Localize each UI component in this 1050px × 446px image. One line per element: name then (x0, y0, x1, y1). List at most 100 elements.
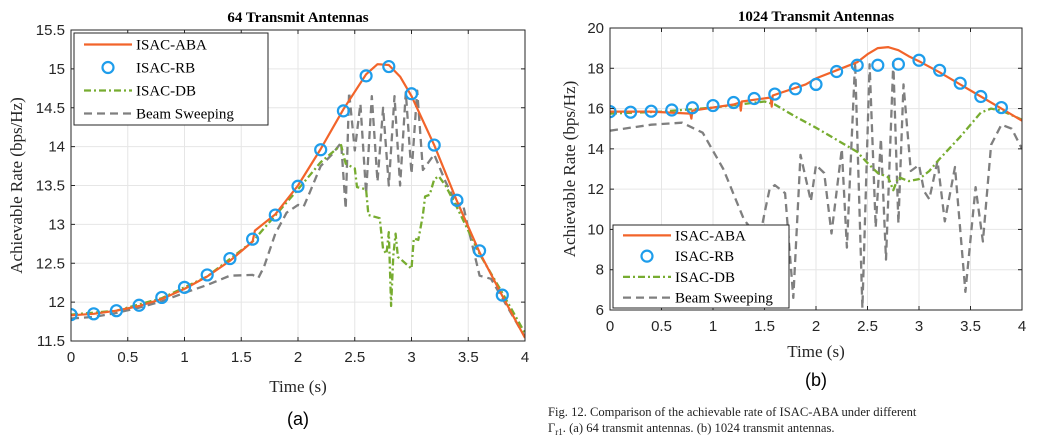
x-tick-label: 0.5 (117, 349, 138, 366)
marker-isac-rb (87, 307, 101, 321)
legend-label: ISAC-RB (675, 249, 734, 265)
x-tick-label: 3.5 (960, 318, 981, 335)
marker-isac-rb (726, 95, 741, 110)
x-axis-label: Time (s) (269, 377, 326, 396)
marker-isac-rb (706, 98, 720, 113)
marker-isac-rb (177, 280, 192, 294)
y-tick-label: 20 (587, 20, 604, 37)
y-tick-label: 16 (587, 101, 604, 118)
marker-isac-rb (314, 143, 328, 157)
y-tick-label: 6 (596, 302, 604, 319)
x-tick-label: 3 (915, 318, 923, 335)
marker-isac-rb (336, 104, 350, 118)
x-tick-label: 0 (67, 349, 75, 366)
y-tick-label: 12.5 (36, 255, 65, 272)
marker-isac-rb (768, 87, 782, 101)
chart-panel-b: 0 0.5 1 1.5 2 2.5 3 3.5 4 6 8 10 12 14 16 18 20 1024 Tran… (560, 9, 1026, 390)
marker-isac-rb (155, 290, 169, 305)
marker-isac-rb (359, 69, 373, 83)
marker-isac-rb (71, 307, 78, 322)
caption-subscript: r1 (555, 427, 563, 437)
marker-isac-rb (132, 298, 146, 312)
x-tick-label: 1.5 (231, 349, 252, 366)
y-axis-label: Achievable Rate (bps/Hz) (560, 81, 579, 258)
legend-marker-isac-rb (101, 60, 115, 75)
y-tick-label: 15 (48, 61, 65, 78)
caption-line2: . (a) 64 transmit antennas. (b) 1024 tra… (562, 421, 835, 435)
marker-isac-rb (809, 77, 823, 92)
x-tick-label: 0 (606, 318, 614, 335)
ticks: 0 0.5 1 1.5 2 2.5 3 3.5 411.51212.51313.51414.51… (36, 22, 529, 366)
x-tick-label: 3.5 (458, 349, 479, 366)
marker-isac-rb (223, 251, 237, 266)
marker-isac-rb (473, 244, 487, 258)
marker-isac-rb (450, 193, 464, 207)
caption-gamma: Γ (548, 421, 556, 435)
marker-isac-rb (200, 268, 214, 282)
legend: ISAC-ABA ISAC-RB ISAC-DB Beam Sweeping (612, 224, 790, 309)
x-axis-label: Time (s) (787, 342, 844, 361)
series-line-beam-sweeping (610, 61, 1022, 310)
y-tick-label: 12 (587, 181, 604, 198)
marker-isac-rb (404, 87, 419, 101)
chart-title: 64 Transmit Antennas (227, 10, 368, 26)
chart-title: 1024 Transmit Antennas (738, 9, 894, 25)
x-tick-label: 2 (294, 349, 302, 366)
marker-isac-rb (747, 91, 761, 106)
y-tick-label: 10 (587, 221, 604, 238)
panel-label: (b) (805, 370, 827, 390)
x-tick-label: 1 (709, 318, 717, 335)
marker-isac-rb (382, 59, 396, 74)
legend-label: ISAC-ABA (136, 38, 207, 54)
legend-marker-isac-rb (640, 249, 654, 263)
marker-isac-rb (871, 58, 885, 72)
legend-label: ISAC-ABA (675, 228, 746, 244)
chart-panel-a: 0 0.5 1 1.5 2 2.5 3 3.5 411.51212.51313.51414.51… (7, 10, 529, 429)
marker-isac-rb (850, 58, 864, 72)
y-tick-label: 12 (48, 294, 65, 311)
x-tick-label: 2.5 (857, 318, 878, 335)
legend: ISAC-ABA ISAC-RB ISAC-DB Beam Sweeping (73, 32, 269, 126)
y-tick-label: 13 (48, 216, 65, 233)
legend-box (612, 224, 790, 309)
y-tick-label: 14 (587, 141, 604, 158)
marker-isac-rb (495, 288, 509, 302)
marker-isac-rb (427, 138, 441, 152)
legend-label: ISAC-RB (136, 61, 195, 77)
x-tick-label: 4 (1018, 318, 1026, 335)
x-tick-label: 2.5 (344, 349, 365, 366)
y-axis-label: Achievable Rate (bps/Hz) (7, 97, 26, 274)
marker-isac-rb (932, 63, 947, 77)
x-tick-label: 3 (407, 349, 415, 366)
series-group (71, 59, 525, 339)
legend-label: Beam Sweeping (675, 291, 773, 307)
legend-label: ISAC-DB (136, 84, 196, 100)
x-tick-label: 1.5 (754, 318, 775, 335)
marker-isac-rb (246, 232, 260, 246)
marker-isac-rb (974, 89, 988, 104)
marker-isac-rb (109, 304, 124, 318)
marker-isac-rb (953, 76, 967, 90)
x-tick-label: 0.5 (651, 318, 672, 335)
y-tick-label: 15.5 (36, 22, 65, 39)
marker-isac-rb (685, 101, 700, 115)
caption-line1: Fig. 12. Comparison of the achievable ra… (548, 405, 917, 419)
series-line-beam-sweeping (71, 89, 525, 338)
marker-isac-rb (829, 64, 844, 79)
series-group (610, 45, 1022, 310)
marker-isac-rb (994, 100, 1009, 115)
panel-label: (a) (287, 409, 309, 429)
y-tick-label: 18 (587, 60, 604, 77)
marker-isac-rb (644, 104, 658, 118)
x-tick-label: 1 (180, 349, 188, 366)
x-tick-label: 4 (521, 349, 529, 366)
y-tick-label: 14 (48, 139, 65, 156)
marker-isac-rb (788, 82, 803, 96)
y-tick-label: 8 (596, 262, 604, 279)
figure-caption: Fig. 12. Comparison of the achievable ra… (548, 404, 1048, 440)
ticks: 0 0.5 1 1.5 2 2.5 3 3.5 4 6 8 10 12 14 16 18 20 (587, 20, 1026, 335)
marker-isac-rb (891, 57, 906, 71)
marker-isac-rb (912, 53, 926, 67)
y-tick-label: 14.5 (36, 100, 65, 117)
